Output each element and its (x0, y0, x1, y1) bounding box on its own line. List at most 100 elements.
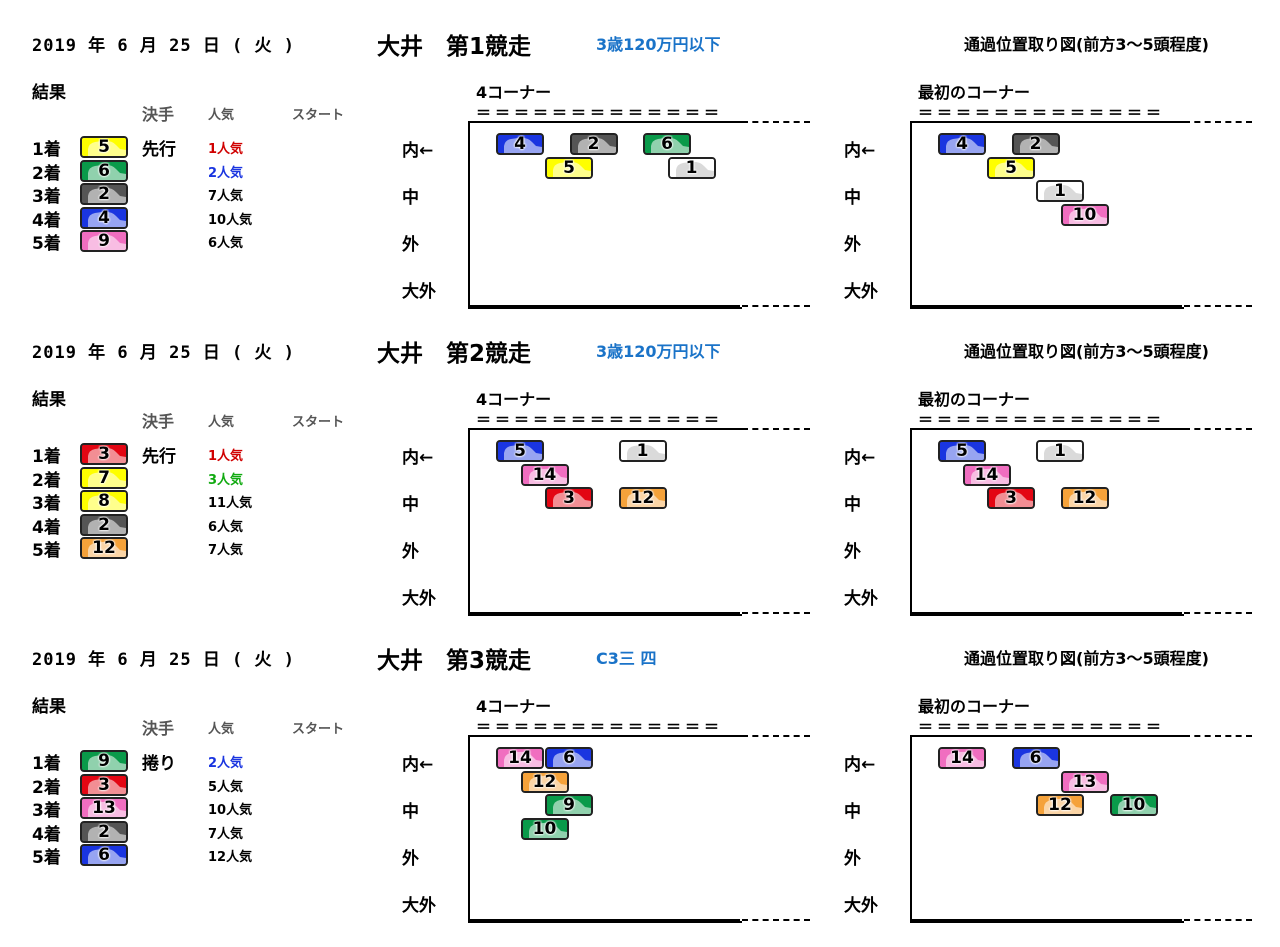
horse-cap-6: 6 (80, 844, 128, 866)
horse-cap-2: 2 (80, 183, 128, 205)
horse-cap-12: 12 (1060, 487, 1109, 509)
popularity: 1人気 (208, 142, 244, 157)
horse-number: 12 (1048, 795, 1072, 815)
horse-icon (82, 822, 126, 841)
horse-icon (940, 749, 984, 767)
horse-icon (1038, 442, 1082, 460)
horse-number: 14 (508, 748, 532, 768)
race-block: 2019 年 6 月 25 日 ( 火 ) 大井 第3競走 C3三 四 通過位置取り図… (0, 614, 1280, 923)
popularity: 1人気 (208, 449, 244, 464)
lane-label: 中 (844, 188, 861, 208)
col-kimete: 決手 (142, 412, 175, 431)
lane-label: 外 (402, 849, 419, 869)
horse-cap-10: 10 (1109, 794, 1158, 816)
horse-cap-5: 5 (80, 136, 128, 158)
lane-label: 大外 (402, 896, 436, 916)
position-diagram-title: 通過位置取り図(前方3～5頭程度) (964, 342, 1209, 361)
horse-icon (620, 489, 665, 507)
horse-number: 12 (532, 771, 557, 792)
corner-label: 4コーナー (476, 390, 552, 409)
horse-number: 1 (1054, 441, 1066, 461)
horse-icon (82, 515, 126, 534)
finish-place: 3着 (32, 494, 61, 514)
race-title: 大井 第3競走 (377, 648, 532, 674)
horse-cap-12: 12 (80, 537, 128, 559)
horse-cap-3: 3 (545, 487, 593, 509)
horse-number: 3 (1005, 488, 1017, 508)
horse-number: 4 (514, 134, 526, 154)
position-diagram-title: 通過位置取り図(前方3～5頭程度) (964, 35, 1209, 54)
track-bottom (468, 612, 740, 614)
popularity: 5人気 (208, 779, 244, 795)
track-rail (910, 121, 1182, 123)
lane-label: 外 (402, 235, 419, 255)
horse-icon (1062, 205, 1107, 224)
race-class: C3三 四 (596, 649, 657, 668)
lane-label: 大外 (402, 282, 436, 302)
horse-icon (82, 185, 126, 203)
lane-label: 大外 (844, 896, 878, 916)
horse-number: 2 (98, 821, 110, 842)
popularity: 12人気 (208, 850, 253, 865)
horse-cap-14: 14 (938, 747, 986, 769)
horse-icon (82, 492, 126, 510)
lane-label: 中 (402, 188, 419, 208)
horse-icon (498, 442, 542, 460)
horse-cap-6: 6 (643, 133, 691, 155)
popularity: 7人気 (208, 826, 244, 842)
track-rail-dashed (1184, 121, 1252, 123)
horse-number: 2 (587, 134, 600, 154)
track-bottom (910, 919, 1182, 921)
horse-number: 10 (532, 818, 557, 839)
horse-number: 14 (532, 464, 557, 485)
corner-dashes: ＝＝＝＝＝＝＝＝＝＝＝＝＝ (476, 718, 724, 736)
horse-cap-1: 1 (667, 156, 716, 179)
horse-number: 4 (956, 134, 968, 154)
horse-number: 4 (98, 207, 110, 228)
horse-number: 5 (514, 441, 526, 461)
corner-label: 最初のコーナー (918, 697, 1031, 716)
horse-icon (547, 749, 591, 767)
corner-dashes: ＝＝＝＝＝＝＝＝＝＝＝＝＝ (918, 718, 1166, 736)
horse-icon (964, 465, 1009, 484)
track-rail-dashed (1184, 735, 1252, 737)
corner-label: 4コーナー (476, 83, 552, 102)
lane-label: 内← (844, 448, 876, 468)
horse-icon (1038, 182, 1082, 200)
horse-number: 13 (92, 798, 116, 818)
horse-number: 1 (685, 157, 698, 178)
popularity: 3人気 (208, 472, 244, 488)
race-class: 3歳120万円以下 (596, 342, 721, 361)
horse-icon (989, 158, 1033, 177)
winning-style: 先行 (142, 140, 176, 160)
horse-number: 5 (563, 157, 575, 178)
horse-number: 5 (956, 441, 968, 461)
corner-label: 最初のコーナー (918, 390, 1031, 409)
horse-cap-14: 14 (520, 463, 569, 486)
finish-place: 5着 (32, 234, 61, 254)
horse-cap-6: 6 (1011, 747, 1060, 769)
horse-cap-14: 14 (496, 747, 544, 769)
horse-icon (940, 442, 984, 460)
finish-place: 5着 (32, 848, 61, 868)
horse-cap-2: 2 (80, 513, 128, 536)
finish-place: 1着 (32, 140, 61, 160)
finish-place: 2着 (32, 163, 61, 184)
col-kimete: 決手 (142, 719, 175, 738)
horse-icon (522, 772, 567, 791)
horse-cap-9: 9 (80, 750, 128, 772)
race-date: 2019 年 6 月 25 日 ( 火 ) (32, 343, 295, 363)
horse-icon (82, 161, 126, 180)
horse-icon (1111, 796, 1156, 814)
horse-number: 13 (1072, 771, 1097, 792)
horse-cap-5: 5 (545, 156, 593, 179)
race-date: 2019 年 6 月 25 日 ( 火 ) (32, 650, 295, 670)
horse-number: 9 (98, 751, 110, 771)
horse-cap-3: 3 (987, 487, 1035, 509)
horse-number: 3 (98, 774, 110, 795)
lane-label: 内← (844, 141, 876, 161)
horse-cap-13: 13 (80, 797, 128, 819)
race-date: 2019 年 6 月 25 日 ( 火 ) (32, 36, 295, 56)
track-rail (468, 735, 740, 737)
track-bottom-dashed (742, 305, 810, 307)
